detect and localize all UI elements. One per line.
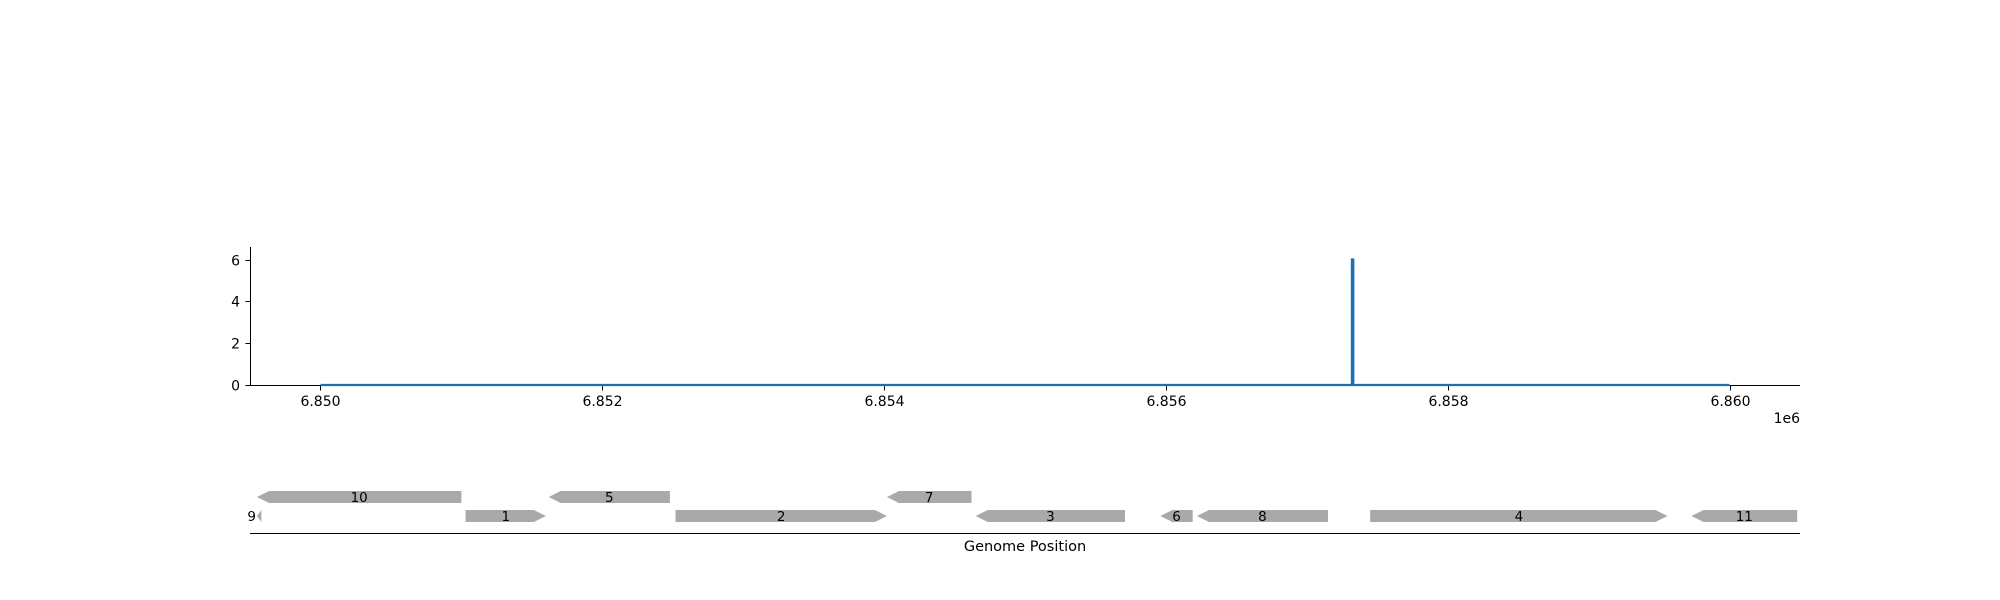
- gene-arrow: [548, 491, 670, 503]
- x-tick-label: 6.852: [582, 394, 622, 410]
- x-axis-title: Genome Position: [964, 539, 1086, 555]
- gene-label: 4: [1515, 509, 1524, 525]
- x-tick-label: 6.850: [300, 394, 340, 410]
- gene-arrow: [675, 510, 887, 522]
- gene-arrow: [1691, 510, 1798, 522]
- gene-track-panel: 10 5 7 9 1 2 3 6 8 4 11 Genome Position: [247, 490, 1800, 555]
- genes-layer: 10 5 7 9 1 2 3 6 8 4 11: [247, 490, 1798, 525]
- coverage-line: [320, 258, 1730, 387]
- gene-label: 6: [1172, 509, 1181, 525]
- gene-label: 7: [925, 490, 934, 506]
- gene-arrow: [257, 510, 262, 522]
- gene-arrow: [975, 510, 1125, 522]
- x-tick-label: 6.854: [864, 394, 904, 410]
- gene-arrow: [1160, 510, 1193, 522]
- gene-label: 2: [777, 509, 786, 525]
- gene-arrow: [1370, 510, 1668, 522]
- gene-label: 3: [1046, 509, 1055, 525]
- gene-label: 10: [351, 490, 368, 506]
- coverage-panel: 0 2 4 6 6.850 6.852 6.854 6.856 6.858 6.860 1e6: [231, 247, 1800, 427]
- gene-label: 1: [502, 509, 511, 525]
- gene-arrow: [257, 491, 462, 503]
- x-axis-multiplier: 1e6: [1774, 411, 1801, 427]
- x-ticks: 6.850 6.852 6.854 6.856 6.858 6.860: [300, 385, 1751, 410]
- gene-arrow: [886, 491, 972, 503]
- x-tick-label: 6.860: [1710, 394, 1750, 410]
- y-tick-label: 4: [231, 295, 240, 311]
- gene-label: 8: [1258, 509, 1267, 525]
- gene-arrow: [1196, 510, 1328, 522]
- gene-label: 9: [247, 509, 256, 525]
- gene-label: 5: [605, 490, 614, 506]
- gene-label: 11: [1736, 509, 1753, 525]
- y-tick-label: 6: [231, 254, 240, 270]
- x-tick-label: 6.858: [1428, 394, 1468, 410]
- gene-arrow: [465, 510, 546, 522]
- series-layer: [320, 258, 1730, 387]
- y-tick-label: 2: [231, 337, 240, 353]
- y-ticks: 0 2 4 6: [231, 254, 251, 395]
- x-tick-label: 6.856: [1146, 394, 1186, 410]
- y-tick-label: 0: [231, 379, 240, 395]
